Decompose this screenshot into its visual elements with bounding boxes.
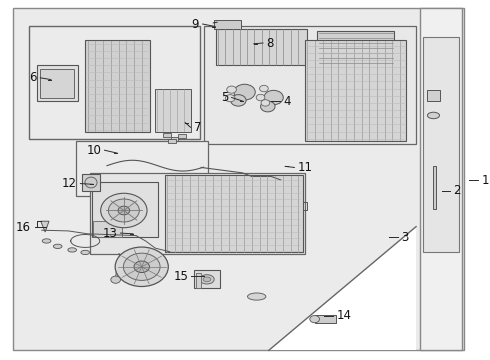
Text: 13: 13 bbox=[102, 226, 117, 239]
Text: 8: 8 bbox=[267, 36, 274, 50]
Text: 5: 5 bbox=[221, 91, 228, 104]
Text: 2: 2 bbox=[453, 184, 461, 197]
Circle shape bbox=[234, 84, 255, 100]
Text: 16: 16 bbox=[16, 221, 31, 234]
Circle shape bbox=[310, 316, 319, 323]
Circle shape bbox=[264, 90, 283, 105]
Ellipse shape bbox=[85, 177, 97, 188]
Bar bbox=[29, 26, 200, 139]
Circle shape bbox=[260, 85, 269, 92]
Circle shape bbox=[111, 276, 121, 283]
Text: 14: 14 bbox=[337, 309, 351, 322]
Text: 4: 4 bbox=[283, 95, 291, 108]
Bar bbox=[427, 90, 440, 101]
Circle shape bbox=[231, 95, 246, 106]
Circle shape bbox=[118, 206, 130, 215]
Bar bbox=[40, 69, 74, 98]
Bar bbox=[155, 89, 192, 132]
Bar bbox=[433, 166, 436, 209]
Bar bbox=[203, 26, 416, 144]
Circle shape bbox=[115, 247, 168, 287]
Bar bbox=[94, 221, 122, 237]
Circle shape bbox=[261, 101, 275, 112]
Text: 6: 6 bbox=[29, 71, 37, 84]
Circle shape bbox=[256, 94, 265, 101]
Bar bbox=[214, 21, 241, 30]
Polygon shape bbox=[269, 226, 416, 350]
Ellipse shape bbox=[81, 250, 90, 255]
Bar bbox=[93, 182, 158, 237]
Bar bbox=[178, 134, 186, 138]
Text: 11: 11 bbox=[298, 161, 313, 174]
Text: 3: 3 bbox=[401, 231, 409, 244]
Bar bbox=[37, 65, 78, 101]
Bar bbox=[168, 139, 176, 143]
Bar bbox=[165, 175, 303, 252]
Bar bbox=[305, 40, 406, 140]
Bar bbox=[171, 136, 178, 141]
Text: 12: 12 bbox=[62, 177, 77, 190]
Bar bbox=[164, 133, 171, 137]
Circle shape bbox=[123, 253, 160, 280]
Bar bbox=[317, 31, 394, 65]
Bar bbox=[82, 174, 100, 192]
Text: 1: 1 bbox=[481, 174, 489, 186]
Circle shape bbox=[108, 199, 139, 222]
Polygon shape bbox=[41, 221, 49, 232]
Ellipse shape bbox=[42, 239, 51, 243]
Bar bbox=[216, 30, 307, 65]
Ellipse shape bbox=[203, 277, 211, 282]
Bar bbox=[90, 173, 305, 253]
Ellipse shape bbox=[68, 248, 76, 252]
Text: 15: 15 bbox=[173, 270, 188, 283]
Text: 9: 9 bbox=[192, 18, 199, 31]
Circle shape bbox=[261, 100, 270, 106]
Bar bbox=[315, 315, 336, 323]
Circle shape bbox=[227, 86, 236, 93]
Ellipse shape bbox=[200, 275, 214, 284]
Circle shape bbox=[134, 261, 149, 273]
Bar bbox=[85, 40, 150, 132]
Bar bbox=[196, 273, 201, 288]
Circle shape bbox=[100, 193, 147, 228]
Ellipse shape bbox=[427, 112, 440, 119]
Bar bbox=[194, 270, 221, 288]
Text: 10: 10 bbox=[86, 144, 101, 157]
Bar bbox=[75, 140, 208, 196]
Circle shape bbox=[225, 95, 235, 102]
Bar bbox=[423, 37, 459, 252]
Text: 7: 7 bbox=[194, 121, 201, 134]
Bar bbox=[420, 8, 463, 350]
Ellipse shape bbox=[53, 244, 62, 248]
Ellipse shape bbox=[247, 293, 266, 300]
